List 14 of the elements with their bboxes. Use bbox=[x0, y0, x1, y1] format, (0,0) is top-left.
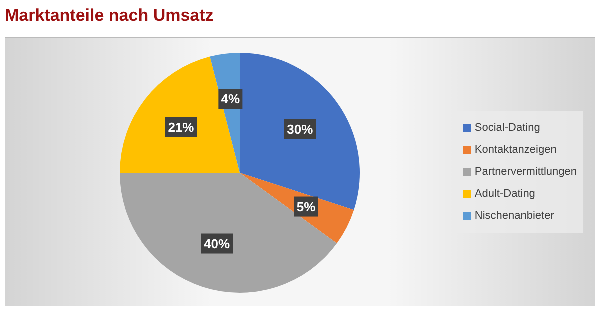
data-label: 4% bbox=[221, 92, 241, 107]
pie-slice bbox=[120, 56, 240, 173]
data-label: 21% bbox=[168, 120, 195, 135]
data-label: 40% bbox=[204, 236, 230, 252]
chart-title: Marktanteile nach Umsatz bbox=[5, 6, 214, 26]
data-label: 5% bbox=[296, 199, 316, 214]
data-label: 30% bbox=[287, 122, 314, 137]
legend-label: Nischenanbieter bbox=[474, 209, 554, 224]
pie-slice bbox=[240, 53, 360, 210]
legend-label: Partnervermittlungen bbox=[474, 165, 577, 180]
legend-label: Social-Dating bbox=[474, 121, 540, 136]
legend-label: Kontaktanzeigen bbox=[474, 143, 557, 158]
pie-slice bbox=[120, 173, 338, 293]
legend-label: Adult-Dating bbox=[474, 187, 536, 202]
